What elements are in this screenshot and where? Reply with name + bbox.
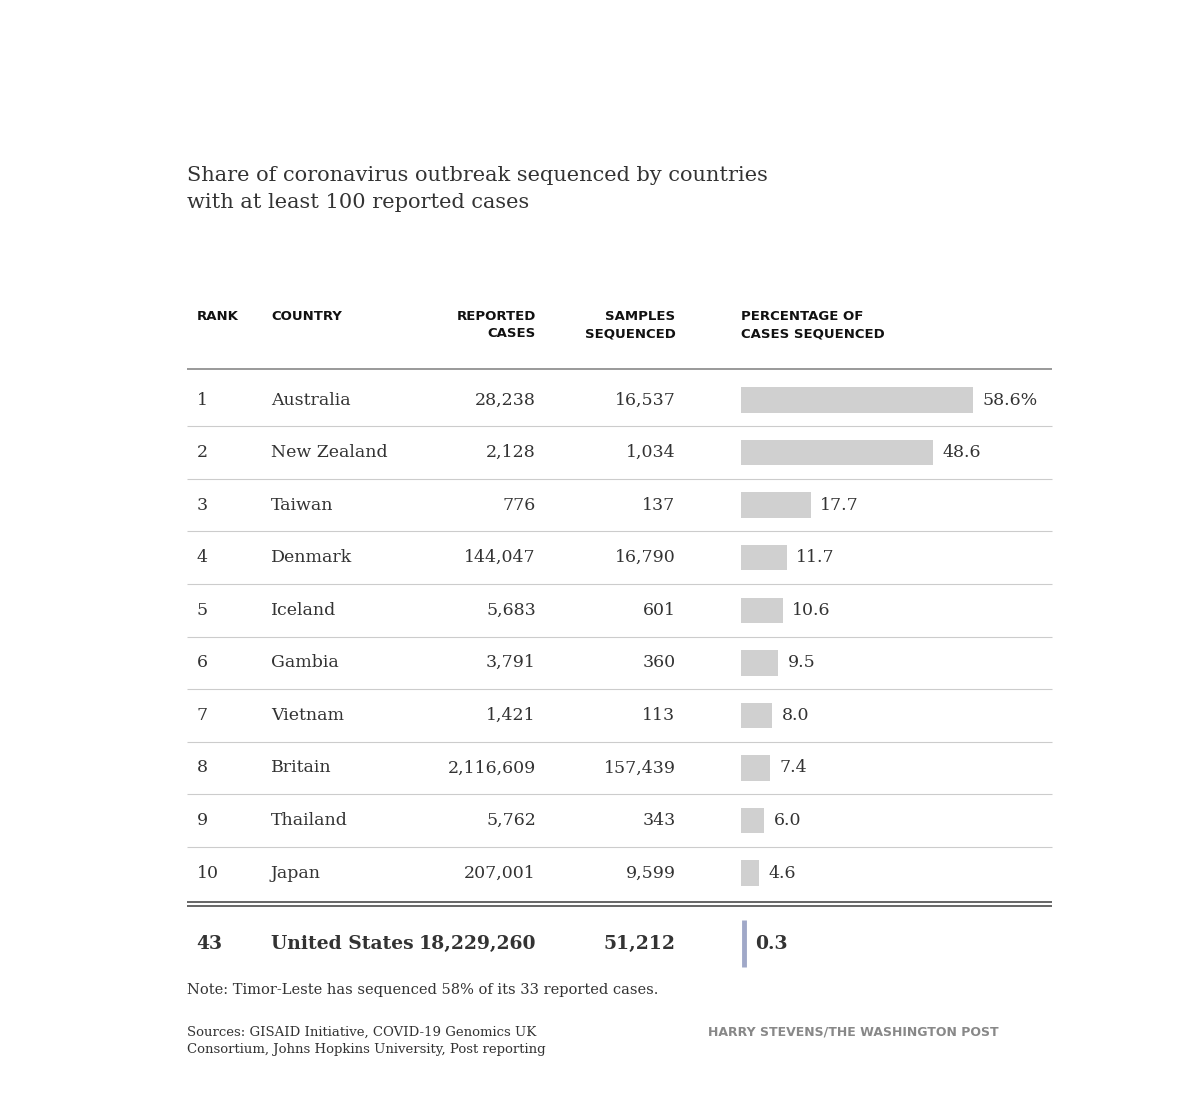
- Text: New Zealand: New Zealand: [271, 444, 388, 461]
- Text: REPORTED
CASES: REPORTED CASES: [456, 310, 536, 340]
- Text: Share of coronavirus outbreak sequenced by countries
with at least 100 reported : Share of coronavirus outbreak sequenced …: [187, 166, 768, 211]
- Bar: [740, 545, 787, 570]
- Text: 43: 43: [197, 935, 223, 952]
- Text: 9: 9: [197, 813, 208, 829]
- Text: 16,790: 16,790: [614, 549, 676, 566]
- Text: Denmark: Denmark: [271, 549, 352, 566]
- Text: 144,047: 144,047: [464, 549, 536, 566]
- Bar: [740, 755, 770, 781]
- Text: United States: United States: [271, 935, 414, 952]
- Text: 2: 2: [197, 444, 208, 461]
- Text: 28,238: 28,238: [475, 392, 536, 408]
- Text: 7: 7: [197, 707, 208, 723]
- Text: 157,439: 157,439: [604, 760, 676, 776]
- Text: HARRY STEVENS/THE WASHINGTON POST: HARRY STEVENS/THE WASHINGTON POST: [708, 1025, 998, 1038]
- Text: 1,034: 1,034: [626, 444, 676, 461]
- Text: 8.0: 8.0: [781, 707, 809, 723]
- Bar: [740, 492, 811, 517]
- Text: 51,212: 51,212: [604, 935, 676, 952]
- Text: 601: 601: [642, 602, 676, 619]
- Text: Gambia: Gambia: [271, 654, 338, 672]
- Text: 4.6: 4.6: [768, 864, 796, 882]
- Text: 6: 6: [197, 654, 208, 672]
- Bar: [740, 650, 779, 676]
- Text: 3,791: 3,791: [486, 654, 536, 672]
- Text: 48.6: 48.6: [943, 444, 982, 461]
- Text: Note: Timor-Leste has sequenced 58% of its 33 reported cases.: Note: Timor-Leste has sequenced 58% of i…: [187, 983, 659, 996]
- Text: 9.5: 9.5: [787, 654, 815, 672]
- Text: 2,128: 2,128: [486, 444, 536, 461]
- Text: Vietnam: Vietnam: [271, 707, 344, 723]
- Text: PERCENTAGE OF
CASES SEQUENCED: PERCENTAGE OF CASES SEQUENCED: [740, 310, 884, 340]
- Bar: [740, 598, 782, 623]
- Text: 9,599: 9,599: [625, 864, 676, 882]
- Text: 5: 5: [197, 602, 208, 619]
- Bar: [740, 702, 773, 728]
- Text: Iceland: Iceland: [271, 602, 336, 619]
- Text: 3: 3: [197, 497, 208, 514]
- Text: 0.3: 0.3: [756, 935, 788, 952]
- Text: COUNTRY: COUNTRY: [271, 310, 342, 324]
- Text: Britain: Britain: [271, 760, 331, 776]
- Text: SAMPLES
SEQUENCED: SAMPLES SEQUENCED: [584, 310, 676, 340]
- Text: 17.7: 17.7: [820, 497, 859, 514]
- Text: 10: 10: [197, 864, 218, 882]
- Text: 137: 137: [642, 497, 676, 514]
- Text: Japan: Japan: [271, 864, 320, 882]
- Text: 2,116,609: 2,116,609: [448, 760, 536, 776]
- Text: 4: 4: [197, 549, 208, 566]
- Text: 10.6: 10.6: [792, 602, 830, 619]
- Text: 343: 343: [642, 813, 676, 829]
- Text: 776: 776: [503, 497, 536, 514]
- Text: 6.0: 6.0: [774, 813, 802, 829]
- Text: 8: 8: [197, 760, 208, 776]
- Text: 5,683: 5,683: [486, 602, 536, 619]
- Text: Taiwan: Taiwan: [271, 497, 334, 514]
- Text: 11.7: 11.7: [797, 549, 835, 566]
- Text: Thailand: Thailand: [271, 813, 348, 829]
- Text: 18,229,260: 18,229,260: [419, 935, 536, 952]
- Text: 207,001: 207,001: [464, 864, 536, 882]
- Text: 113: 113: [642, 707, 676, 723]
- Text: Sources: GISAID Initiative, COVID-19 Genomics UK
Consortium, Johns Hopkins Unive: Sources: GISAID Initiative, COVID-19 Gen…: [187, 1025, 546, 1056]
- Text: 1: 1: [197, 392, 208, 408]
- Text: 360: 360: [642, 654, 676, 672]
- Text: RANK: RANK: [197, 310, 239, 324]
- Text: 58.6%: 58.6%: [983, 392, 1038, 408]
- Bar: [740, 388, 973, 413]
- Text: 16,537: 16,537: [614, 392, 676, 408]
- Text: 1,421: 1,421: [486, 707, 536, 723]
- Bar: [740, 440, 934, 466]
- Text: 7.4: 7.4: [779, 760, 806, 776]
- Text: 5,762: 5,762: [486, 813, 536, 829]
- Text: Australia: Australia: [271, 392, 350, 408]
- Bar: [740, 860, 758, 886]
- Bar: [740, 808, 764, 833]
